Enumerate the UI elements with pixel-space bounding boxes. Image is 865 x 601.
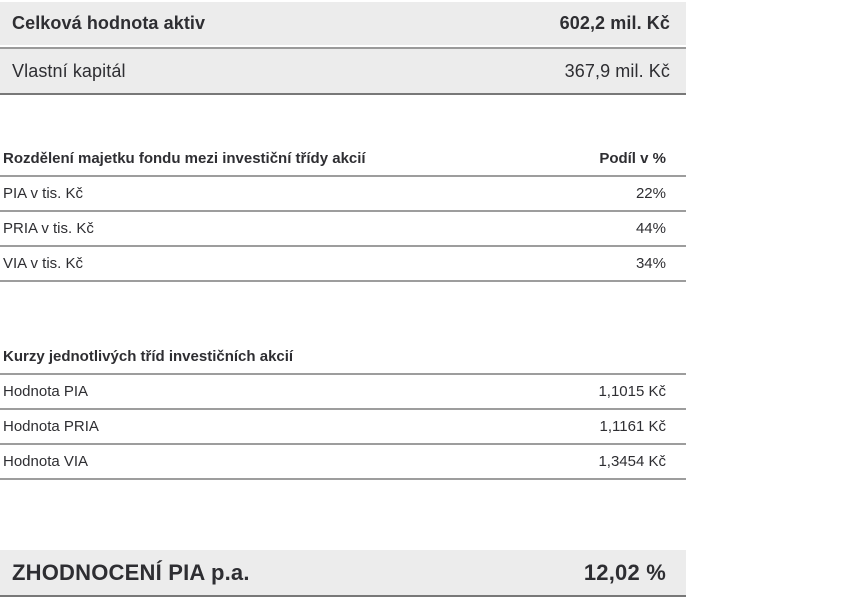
- equity-value: 367,9 mil. Kč: [564, 60, 670, 81]
- allocation-table-header: Rozdělení majetku fondu mezi investiční …: [0, 139, 686, 175]
- row-value: 22%: [635, 185, 666, 202]
- table-row-via: VIA v tis. Kč 34%: [0, 247, 686, 280]
- separator-line: [0, 408, 686, 410]
- separator-line: [0, 245, 686, 247]
- total-assets-value: 602,2 mil. Kč: [559, 13, 670, 33]
- separator-line: [0, 595, 686, 597]
- separator-line: [0, 373, 686, 375]
- separator-line: [0, 210, 686, 212]
- row-gap: [0, 45, 686, 47]
- allocation-table: Rozdělení majetku fondu mezi investiční …: [0, 139, 686, 282]
- row-label: PRIA v tis. Kč: [3, 220, 94, 237]
- performance-block: ZHODNOCENÍ PIA p.a. 12,02 %: [0, 550, 686, 597]
- equity-row: Vlastní kapitál 367,9 mil. Kč: [0, 49, 686, 93]
- separator-line: [0, 478, 686, 480]
- total-assets-label: Celková hodnota aktiv: [12, 13, 206, 33]
- row-label: Hodnota PRIA: [3, 418, 99, 435]
- allocation-value-header: Podíl v %: [599, 150, 666, 167]
- separator-line: [0, 443, 686, 445]
- table-row-pia: PIA v tis. Kč 22%: [0, 177, 686, 210]
- summary-block: Celková hodnota aktiv 602,2 mil. Kč Vlas…: [0, 2, 686, 95]
- row-label: Hodnota PIA: [3, 383, 89, 400]
- performance-row: ZHODNOCENÍ PIA p.a. 12,02 %: [0, 550, 686, 595]
- table-row-hodnota-pria: Hodnota PRIA 1,1161 Kč: [0, 410, 686, 443]
- table-row-pria: PRIA v tis. Kč 44%: [0, 212, 686, 245]
- row-value: 44%: [635, 220, 666, 237]
- row-label: Hodnota VIA: [3, 453, 89, 470]
- performance-label: ZHODNOCENÍ PIA p.a.: [12, 559, 250, 585]
- separator-line: [0, 93, 686, 95]
- separator-line: [0, 175, 686, 177]
- rates-table: Kurzy jednotlivých tříd investičních akc…: [0, 337, 686, 480]
- row-label: VIA v tis. Kč: [3, 255, 84, 272]
- total-assets-row: Celková hodnota aktiv 602,2 mil. Kč: [0, 2, 686, 45]
- table-row-hodnota-via: Hodnota VIA 1,3454 Kč: [0, 445, 686, 478]
- equity-label: Vlastní kapitál: [12, 60, 126, 81]
- allocation-table-title: Rozdělení majetku fondu mezi investiční …: [3, 150, 366, 167]
- rates-table-title: Kurzy jednotlivých tříd investičních akc…: [3, 348, 294, 365]
- row-label: PIA v tis. Kč: [3, 185, 84, 202]
- row-value: 1,3454 Kč: [598, 453, 666, 470]
- row-value: 1,1161 Kč: [599, 418, 666, 435]
- separator-line: [0, 47, 686, 49]
- table-row-hodnota-pia: Hodnota PIA 1,1015 Kč: [0, 375, 686, 408]
- performance-value: 12,02 %: [583, 559, 666, 585]
- row-value: 34%: [635, 255, 666, 272]
- rates-table-header: Kurzy jednotlivých tříd investičních akc…: [0, 337, 686, 373]
- fund-factsheet: Celková hodnota aktiv 602,2 mil. Kč Vlas…: [0, 2, 686, 597]
- row-value: 1,1015 Kč: [598, 383, 666, 400]
- separator-line: [0, 280, 686, 282]
